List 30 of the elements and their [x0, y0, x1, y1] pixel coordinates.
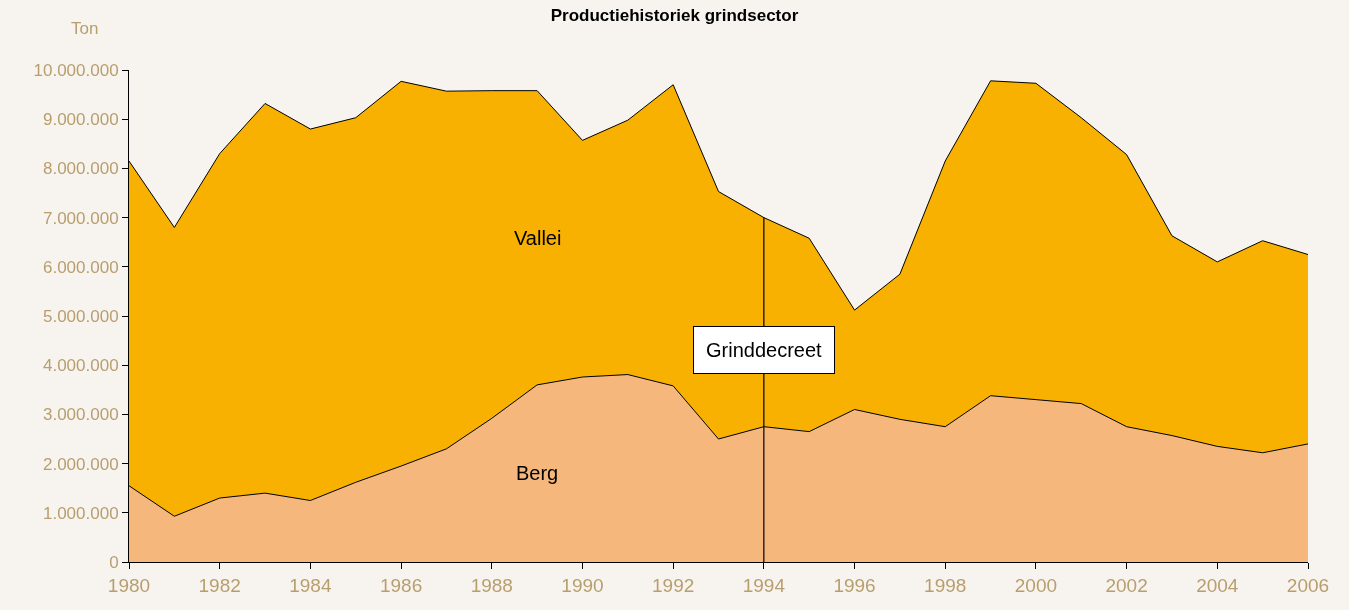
y-tick-label: 5.000.000 — [42, 306, 119, 326]
x-tick-label: 1986 — [379, 574, 423, 596]
series-label: Berg — [516, 462, 559, 484]
x-tick-label: 2006 — [1286, 574, 1330, 596]
x-tick-label: 2000 — [1014, 574, 1058, 596]
y-tick-label: 4.000.000 — [42, 356, 119, 376]
chart-title: Productiehistoriek grindsector — [550, 6, 799, 26]
x-tick-label: 1980 — [107, 574, 151, 596]
x-tick-label: 1990 — [561, 574, 604, 596]
ref-line-label: Grinddecreet — [706, 339, 823, 361]
x-tick-label: 1994 — [742, 574, 786, 596]
y-tick-label: 6.000.000 — [42, 257, 119, 277]
y-tick-label: 0 — [109, 552, 119, 572]
y-tick-label: 3.000.000 — [42, 405, 119, 425]
x-tick-label: 1988 — [470, 574, 513, 596]
x-tick-label: 2004 — [1196, 574, 1239, 596]
x-tick-label: 1982 — [198, 574, 241, 596]
y-tick-label: 2.000.000 — [42, 454, 119, 474]
y-axis-title: Ton — [71, 19, 99, 38]
y-tick-label: 10.000.000 — [33, 60, 119, 80]
x-tick-label: 1984 — [289, 574, 332, 596]
x-tick-label: 1998 — [924, 574, 967, 596]
y-tick-label: 7.000.000 — [42, 208, 119, 228]
x-tick-label: 2002 — [1105, 574, 1148, 596]
y-tick-label: 9.000.000 — [42, 110, 119, 130]
x-tick-label: 1992 — [652, 574, 695, 596]
series-label: Vallei — [514, 227, 562, 249]
y-tick-label: 8.000.000 — [42, 159, 119, 179]
x-tick-label: 1996 — [833, 574, 876, 596]
y-tick-label: 1.000.000 — [42, 503, 119, 523]
